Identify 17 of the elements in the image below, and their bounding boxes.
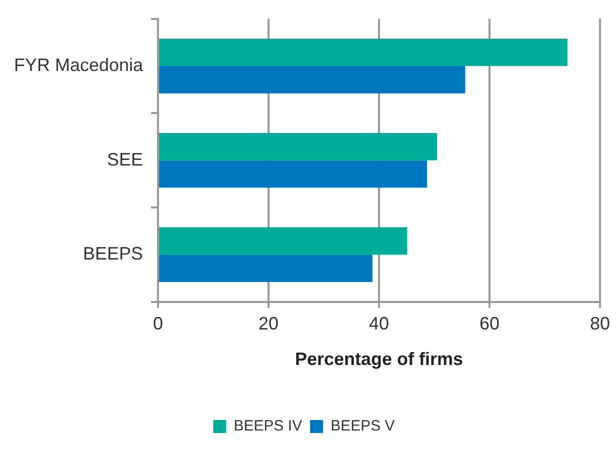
- bar: [159, 160, 428, 188]
- bar: [159, 227, 408, 255]
- bar: [159, 38, 568, 66]
- y-tick-label: SEE: [107, 149, 144, 170]
- y-tick-label: BEEPS: [83, 244, 144, 264]
- legend-label: BEEPS V: [330, 418, 395, 435]
- bar: [159, 132, 438, 160]
- x-tick-label: 40: [369, 314, 390, 334]
- x-tick-label: 20: [258, 314, 279, 334]
- x-tick-label: 0: [153, 314, 164, 334]
- y-tick-label: FYR Macedonia: [14, 54, 144, 75]
- bar: [159, 66, 466, 94]
- legend-label: BEEPS IV: [234, 418, 302, 435]
- bar: [159, 254, 372, 282]
- x-tick-label: 80: [590, 314, 610, 334]
- x-tick-label: 60: [479, 314, 500, 334]
- x-axis-title: Percentage of firms: [294, 349, 464, 370]
